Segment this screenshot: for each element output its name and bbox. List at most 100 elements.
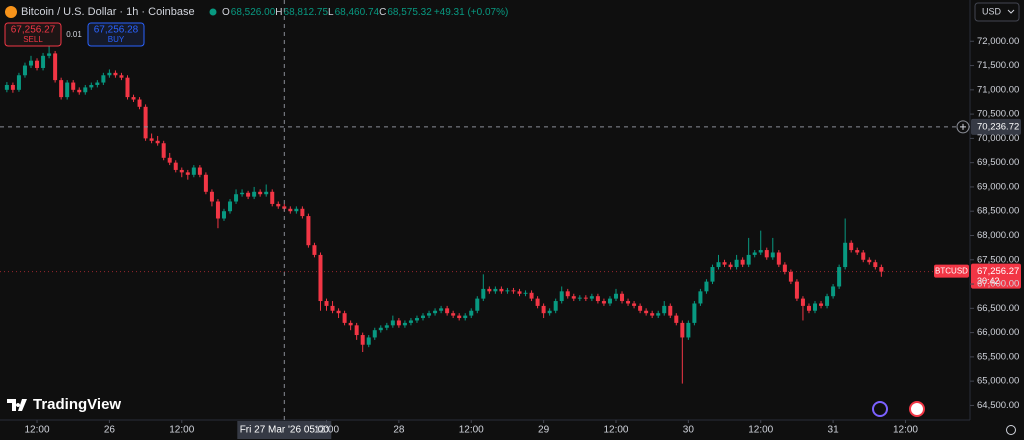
candle-body [28,60,33,66]
last-price-label: 67,256.27 [977,266,1019,277]
candle-body [517,291,522,294]
x-tick-label: 28 [393,425,405,436]
candle-body [65,82,70,98]
candle-body [246,192,251,197]
candle-body [535,298,540,306]
candle-body [324,301,329,306]
candle-body [390,320,395,326]
candle-body [451,313,456,316]
candle-body [258,191,263,195]
y-tick-label: 67,500.00 [977,254,1019,265]
candle-body [125,77,130,98]
candle-body [565,291,570,297]
candle-body [487,288,492,292]
candle-body [209,191,214,202]
candle-body [704,281,709,292]
candle-body [469,310,474,316]
sell-price: 67,256.27 [11,25,56,36]
candle-body [342,313,347,323]
candle-body [433,310,438,314]
candle-body [131,97,136,100]
lightning-icon[interactable] [872,401,888,417]
candle-body [179,169,184,173]
x-tick-label: 12:00 [603,425,628,436]
currency: USD [982,6,1002,16]
y-tick-label: 65,500.00 [977,351,1019,362]
candle-body [559,291,564,302]
candle-body [83,87,88,93]
x-tick-label: 12:00 [314,425,339,436]
candle-body [276,203,281,207]
brand-logo [7,399,27,411]
candle-body [553,301,558,311]
candle-body [414,318,419,321]
currency-select[interactable] [974,2,1020,22]
candle-body [240,192,245,195]
candle-body [101,75,106,83]
candle-body [632,303,637,306]
candle-body [197,167,202,175]
candle-body [879,267,884,272]
candle-body [167,157,172,163]
candle-body [475,298,480,311]
candle-body [638,305,643,311]
candle-body [59,80,64,98]
y-tick-label: 69,000.00 [977,181,1019,192]
candle-body [22,65,27,76]
candle-body [149,138,154,141]
candle-body [288,208,293,212]
candle-body [855,250,860,253]
buy-label: BUY [108,35,125,44]
candle-body [191,167,196,175]
candle-body [318,254,323,302]
candle-body [613,293,618,299]
candle-body [16,75,21,90]
candle-body [402,322,407,326]
candle-body [740,259,745,265]
candle-body [173,162,178,170]
x-tick-label: 29 [538,425,550,436]
candle-body [776,252,781,265]
crosshair-x-box [237,421,332,439]
candle-body [294,208,299,212]
x-tick-label: 12:00 [25,425,50,436]
settings-icon[interactable] [1006,425,1016,435]
candle-body [710,267,715,282]
candle-body [734,259,739,268]
candle-body [782,264,787,272]
crosshair-y-box [971,118,1021,135]
candle-body [577,297,582,299]
candle-body [360,335,365,345]
candle-body [348,322,353,326]
symbol-title[interactable]: Bitcoin / U.S. Dollar · 1h · Coinbase [21,6,195,18]
candle-body [644,310,649,314]
candle-body [336,310,341,314]
candle-body [463,315,468,319]
buy-button[interactable] [87,22,145,47]
y-tick-label: 71,000.00 [977,84,1019,95]
candle-body [89,84,94,88]
candle-body [330,305,335,311]
y-tick-label: 70,000.00 [977,133,1019,144]
candle-body [583,297,588,299]
countdown: 30:42 [977,276,1000,286]
sell-button[interactable] [4,22,62,47]
candle-body [806,305,811,311]
candle-body [813,303,818,311]
candle-body [161,143,166,158]
brand: TradingView [33,396,121,413]
candle-body [758,250,763,253]
candle-body [221,211,226,219]
candle-body [234,194,239,202]
y-tick-label: 68,000.00 [977,230,1019,241]
candle-body [867,259,872,263]
candle-body [825,296,830,306]
candle-body [656,313,661,316]
flag-icon[interactable] [909,401,925,417]
candle-body [674,315,679,323]
candle-body [541,305,546,314]
candle-body [873,262,878,268]
candle-body [601,301,606,304]
